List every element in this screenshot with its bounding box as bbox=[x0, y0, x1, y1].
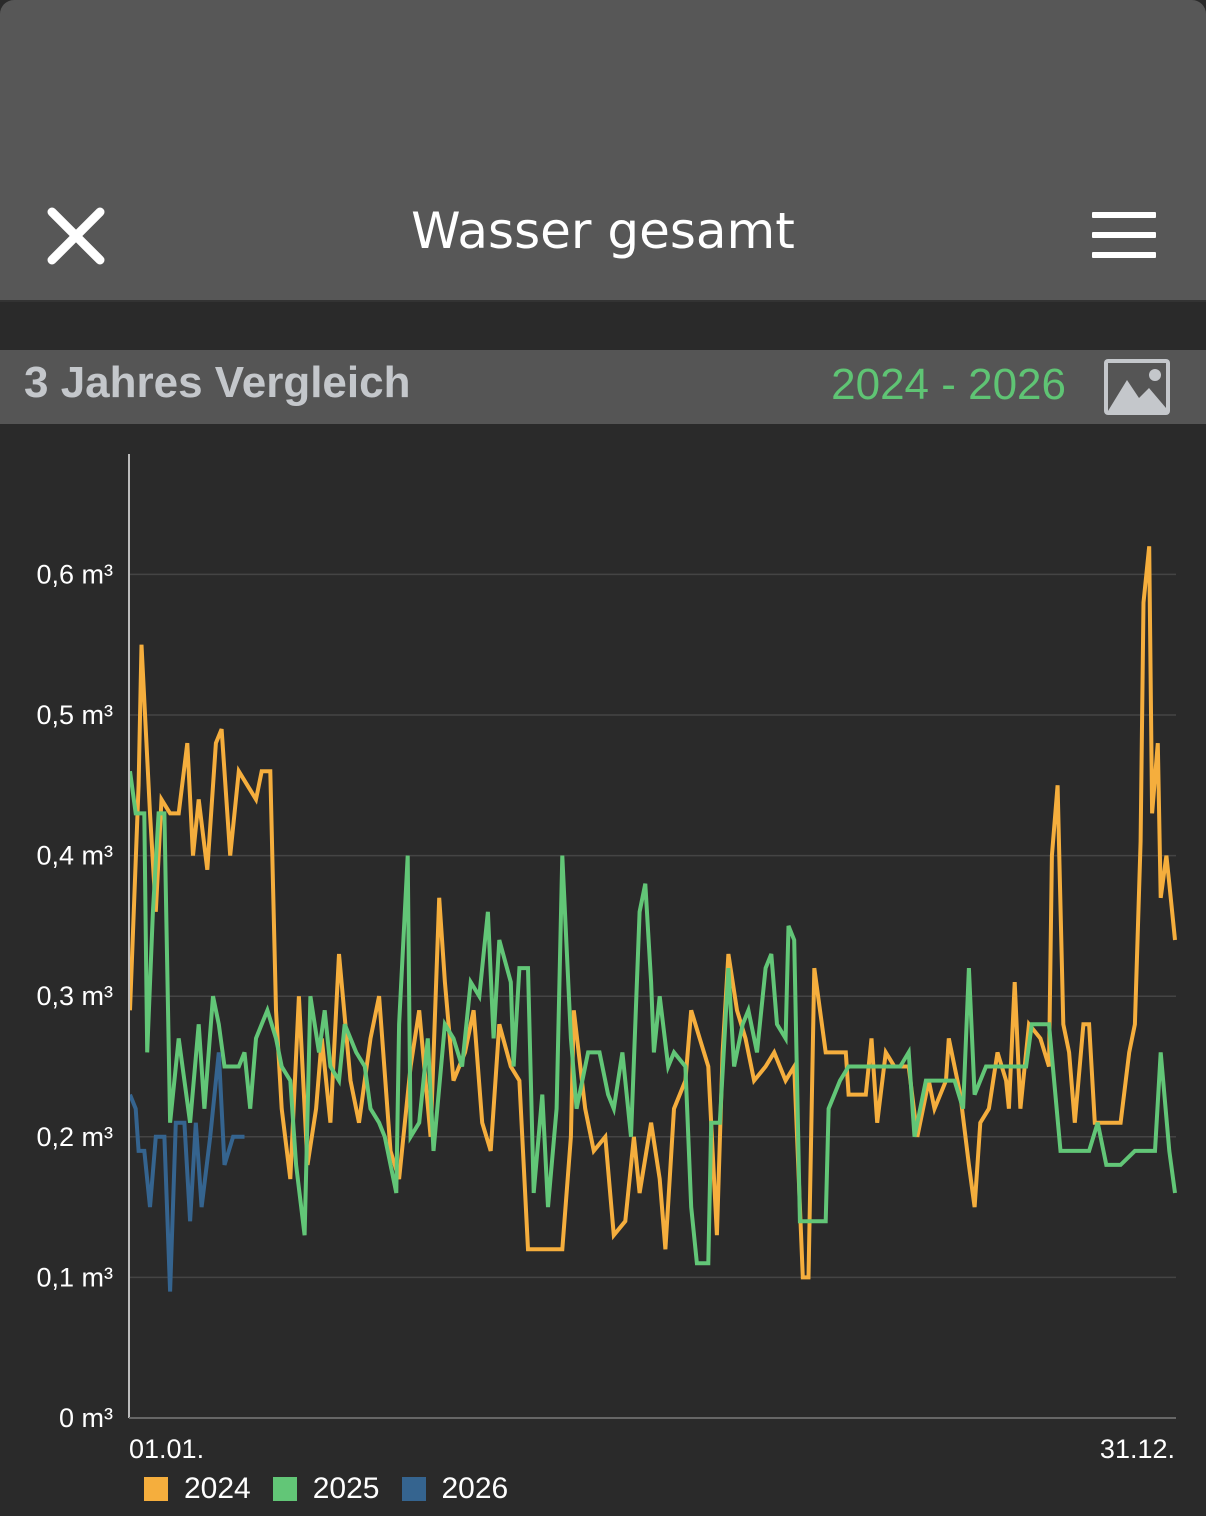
series-line-2025 bbox=[128, 770, 1177, 1266]
image-icon[interactable] bbox=[1103, 358, 1171, 416]
legend-item-2025[interactable]: 2025 bbox=[272, 1472, 380, 1506]
x-tick-label: 01.01. bbox=[129, 1434, 204, 1464]
close-icon[interactable] bbox=[44, 204, 108, 268]
legend-swatch bbox=[272, 1477, 297, 1501]
legend-swatch bbox=[144, 1477, 168, 1501]
year-range[interactable]: 2024 - 2026 bbox=[831, 360, 1066, 409]
chart-legend: 2024 2025 2026 bbox=[144, 1472, 508, 1506]
legend-item-2024[interactable]: 2024 bbox=[144, 1472, 251, 1506]
y-tick-label: 0 m³ bbox=[59, 1403, 113, 1433]
section-title: 3 Jahres Vergleich bbox=[24, 358, 411, 407]
app-header: Wasser gesamt bbox=[0, 0, 1206, 302]
section-header: 3 Jahres Vergleich 2024 - 2026 bbox=[0, 350, 1206, 424]
legend-label: 2025 bbox=[312, 1472, 380, 1505]
legend-item-2026[interactable]: 2026 bbox=[401, 1472, 509, 1506]
legend-label: 2026 bbox=[441, 1472, 509, 1505]
series-line-2024 bbox=[128, 546, 1177, 1280]
y-tick-label: 0,2 m³ bbox=[36, 1122, 113, 1152]
page-title: Wasser gesamt bbox=[411, 202, 795, 260]
hamburger-menu-icon[interactable] bbox=[1092, 212, 1156, 258]
y-tick-label: 0,6 m³ bbox=[36, 559, 113, 589]
y-tick-label: 0,1 m³ bbox=[36, 1262, 113, 1292]
y-tick-label: 0,3 m³ bbox=[36, 981, 113, 1011]
y-tick-label: 0,4 m³ bbox=[36, 841, 113, 871]
x-tick-label: 31.12. bbox=[1100, 1434, 1175, 1464]
legend-label: 2024 bbox=[184, 1472, 251, 1505]
legend-swatch bbox=[401, 1477, 426, 1501]
y-tick-label: 0,5 m³ bbox=[36, 700, 113, 730]
line-chart: 0 m³ 0,1 m³ 0,2 m³ 0,3 m³ 0,4 m³ 0,5 m³ 0,6 m³… bbox=[36, 454, 1177, 1464]
series-line-2026 bbox=[128, 1052, 245, 1292]
